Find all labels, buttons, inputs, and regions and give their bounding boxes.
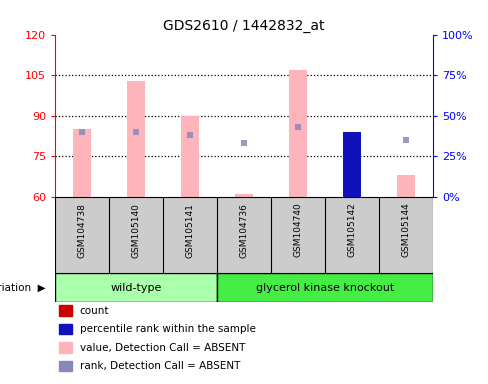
Bar [126, 81, 145, 197]
Bar [181, 116, 200, 197]
Text: GSM104736: GSM104736 [240, 203, 248, 258]
Bar [235, 194, 253, 197]
Text: genotype/variation  ▶: genotype/variation ▶ [0, 283, 45, 293]
Text: GSM105142: GSM105142 [347, 203, 357, 258]
Bar [59, 324, 72, 334]
Bar [288, 70, 307, 197]
Bar [59, 342, 72, 353]
Bar [59, 305, 72, 316]
Bar [73, 129, 91, 197]
Text: GSM105144: GSM105144 [402, 203, 410, 258]
Text: rank, Detection Call = ABSENT: rank, Detection Call = ABSENT [80, 361, 240, 371]
Text: GSM104738: GSM104738 [78, 203, 86, 258]
Text: GSM105141: GSM105141 [185, 203, 195, 258]
Text: wild-type: wild-type [110, 283, 162, 293]
Text: count: count [80, 306, 109, 316]
Text: glycerol kinase knockout: glycerol kinase knockout [256, 283, 394, 293]
Text: GSM104740: GSM104740 [293, 203, 303, 258]
Bar [55, 273, 217, 302]
Bar [59, 361, 72, 371]
Title: GDS2610 / 1442832_at: GDS2610 / 1442832_at [163, 18, 325, 33]
Bar [343, 135, 362, 197]
Bar [343, 132, 362, 197]
Text: GSM105140: GSM105140 [131, 203, 141, 258]
Bar [217, 273, 433, 302]
Bar [397, 175, 415, 197]
Text: percentile rank within the sample: percentile rank within the sample [80, 324, 255, 334]
Text: value, Detection Call = ABSENT: value, Detection Call = ABSENT [80, 343, 245, 353]
